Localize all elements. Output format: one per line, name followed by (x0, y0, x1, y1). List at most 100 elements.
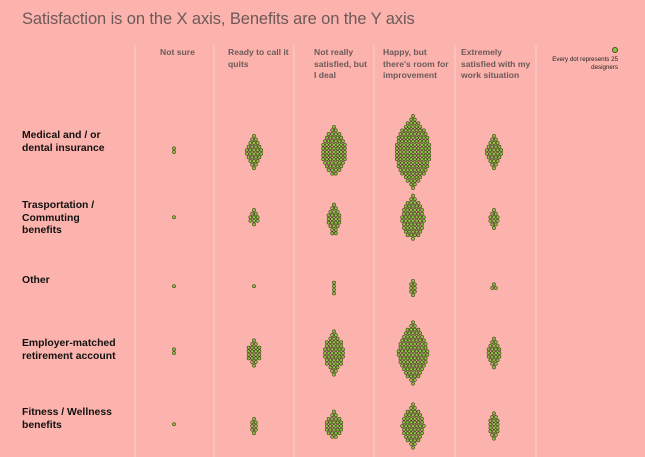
data-dot (490, 347, 495, 352)
data-dot (324, 135, 329, 140)
data-dot (412, 342, 417, 346)
data-dot (409, 153, 414, 158)
row-label-fitness: Fitness / Wellness benefits (22, 407, 112, 431)
data-dot (420, 153, 424, 158)
data-dot (414, 215, 419, 220)
data-dot (394, 146, 399, 151)
data-dot (405, 233, 410, 238)
data-dot (420, 356, 424, 361)
data-dot (493, 354, 498, 359)
data-dot (412, 356, 417, 361)
data-dot (412, 233, 417, 238)
dot-cluster-r3-c2 (323, 329, 345, 377)
data-dot (414, 229, 419, 234)
data-dot (248, 218, 253, 223)
data-dot (495, 418, 500, 423)
data-dot (333, 139, 338, 144)
data-dot (324, 146, 329, 151)
data-dot (402, 168, 406, 172)
data-dot (411, 164, 415, 169)
data-dot (412, 117, 417, 122)
data-dot (427, 146, 432, 151)
data-dot (330, 168, 335, 172)
data-dot (416, 427, 421, 432)
data-dot (493, 361, 498, 366)
data-dot (490, 211, 495, 216)
data-dot (332, 329, 336, 334)
data-dot (400, 135, 405, 140)
data-dot (328, 365, 333, 370)
data-dot (326, 213, 331, 218)
data-dot (332, 146, 336, 151)
data-dot (416, 222, 421, 227)
data-dot (321, 157, 326, 162)
data-dot (420, 222, 424, 227)
data-dot (335, 427, 340, 432)
data-dot (335, 142, 340, 147)
data-dot (407, 124, 412, 129)
data-dot (252, 133, 256, 138)
data-dot (326, 354, 331, 359)
data-dot (330, 206, 335, 211)
data-dot (402, 211, 406, 216)
data-dot (412, 150, 417, 154)
legend-dot-icon (612, 47, 618, 53)
data-dot (252, 218, 256, 223)
data-dot (407, 370, 412, 375)
data-dot (244, 151, 249, 156)
data-dot (403, 363, 408, 368)
data-dot (409, 117, 414, 122)
data-dot (403, 164, 408, 169)
data-dot (333, 227, 338, 232)
data-dot (402, 222, 406, 227)
data-dot (495, 343, 500, 348)
data-dot (412, 427, 417, 432)
data-dot (488, 148, 493, 153)
data-dot (402, 132, 406, 136)
data-dot (409, 442, 414, 446)
data-dot (400, 363, 405, 368)
data-dot (400, 352, 405, 357)
data-dot (423, 153, 428, 158)
data-dot (403, 434, 408, 439)
data-dot (421, 128, 426, 133)
dot-cluster-r1-c2 (326, 202, 342, 236)
data-dot (250, 420, 255, 425)
data-dot (335, 365, 340, 370)
data-dot (492, 148, 496, 153)
data-dot (259, 148, 264, 153)
data-dot (414, 160, 419, 165)
data-dot (421, 363, 426, 368)
data-dot (416, 438, 421, 443)
data-dot (421, 135, 426, 140)
data-dot (332, 372, 336, 377)
data-dot (423, 168, 428, 172)
data-dot (402, 334, 406, 339)
data-dot (400, 139, 405, 144)
data-dot (172, 351, 176, 355)
data-dot (339, 135, 344, 140)
data-dot (332, 343, 336, 348)
data-dot (328, 420, 333, 425)
data-dot (412, 431, 417, 436)
data-dot (333, 333, 338, 337)
data-dot (403, 135, 408, 140)
data-dot (250, 162, 255, 167)
data-dot (332, 340, 336, 345)
data-dot (402, 157, 406, 162)
data-dot (407, 128, 412, 133)
data-dot (324, 343, 329, 348)
data-dot (407, 175, 412, 180)
data-dot (411, 434, 415, 439)
data-dot (324, 427, 329, 432)
data-dot (396, 164, 401, 169)
data-dot (328, 424, 333, 428)
data-dot (253, 424, 258, 428)
data-dot (405, 356, 410, 361)
data-dot (495, 429, 500, 434)
data-dot (328, 224, 333, 229)
data-dot (341, 351, 345, 355)
data-dot (330, 351, 335, 355)
data-dot (326, 139, 331, 144)
data-dot (423, 345, 428, 350)
